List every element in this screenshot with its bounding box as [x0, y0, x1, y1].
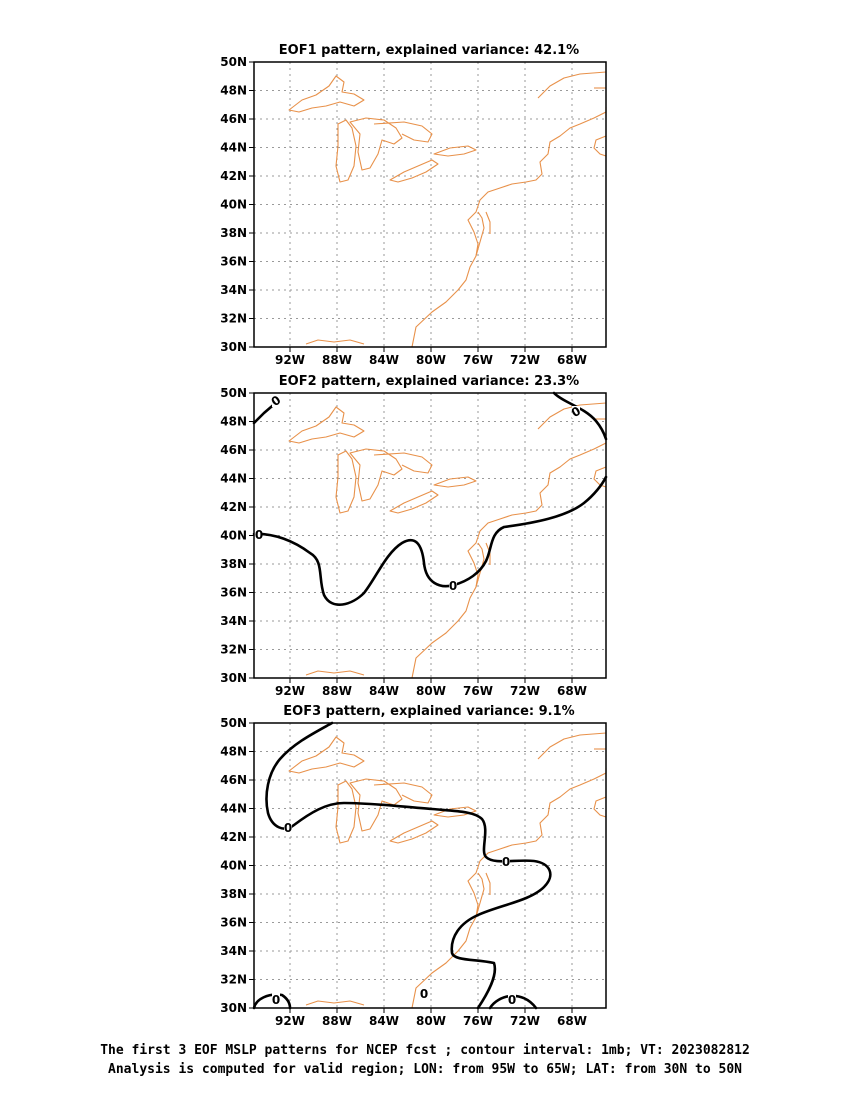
- map-frame: [253, 392, 607, 679]
- lon-label: 76W: [463, 353, 493, 367]
- lat-label: 34N: [220, 283, 247, 297]
- lat-label: 38N: [220, 887, 247, 901]
- lon-label: 72W: [510, 353, 540, 367]
- panel-title: EOF2 pattern, explained variance: 23.3%: [279, 374, 579, 389]
- lat-label: 32N: [220, 973, 247, 987]
- coastline: [288, 71, 607, 348]
- lon-label: 88W: [322, 353, 352, 367]
- coastline: [288, 732, 607, 1009]
- lat-label: 46N: [220, 443, 247, 457]
- lat-label: 42N: [220, 500, 247, 514]
- lon-label: 92W: [275, 353, 305, 367]
- lon-label: 72W: [510, 684, 540, 698]
- lon-label: 76W: [463, 1014, 493, 1028]
- zero-contour: [252, 475, 608, 606]
- lat-label: 32N: [220, 312, 247, 326]
- lon-label: 88W: [322, 684, 352, 698]
- lon-label: 84W: [369, 353, 399, 367]
- panel-title: EOF1 pattern, explained variance: 42.1%: [279, 43, 579, 58]
- lat-label: 48N: [220, 415, 247, 429]
- lat-label: 44N: [220, 472, 247, 486]
- contour-label: 0: [449, 579, 457, 593]
- lat-label: 46N: [220, 773, 247, 787]
- coastline: [288, 402, 607, 679]
- zero-contour: [252, 993, 292, 1010]
- lat-label: 50N: [220, 386, 247, 400]
- lat-label: 36N: [220, 916, 247, 930]
- contour-label: 0: [502, 855, 510, 869]
- zero-contour: [552, 391, 608, 441]
- lat-label: 42N: [220, 830, 247, 844]
- contour-label: 0: [508, 993, 516, 1007]
- lon-label: 88W: [322, 1014, 352, 1028]
- lat-label: 46N: [220, 112, 247, 126]
- lon-label: 68W: [557, 684, 587, 698]
- lat-label: 44N: [220, 802, 247, 816]
- lat-tick-labels: 50N 48N 46N 44N 42N 40N 38N 36N 34N 32N …: [220, 55, 247, 354]
- lat-label: 48N: [220, 745, 247, 759]
- caption-line-1: The first 3 EOF MSLP patterns for NCEP f…: [100, 1043, 750, 1058]
- contour-label: 0: [255, 528, 263, 542]
- lat-label: 40N: [220, 859, 247, 873]
- lon-label: 84W: [369, 684, 399, 698]
- lat-label: 30N: [220, 671, 247, 685]
- lon-label: 76W: [463, 684, 493, 698]
- lat-label: 42N: [220, 169, 247, 183]
- lat-label: 38N: [220, 226, 247, 240]
- lat-label: 40N: [220, 198, 247, 212]
- lon-label: 72W: [510, 1014, 540, 1028]
- lat-label: 40N: [220, 529, 247, 543]
- lon-label: 84W: [369, 1014, 399, 1028]
- panel-eof1: EOF1 pattern, explained variance: 42.1% …: [220, 43, 607, 367]
- contour-label: 0: [284, 821, 292, 835]
- caption-line-2: Analysis is computed for valid region; L…: [108, 1062, 742, 1077]
- lon-tick-labels: 92W 88W 84W 80W 76W 72W 68W: [275, 684, 587, 698]
- lat-label: 34N: [220, 944, 247, 958]
- map-frame: [253, 61, 607, 348]
- lon-tick-labels: 92W 88W 84W 80W 76W 72W 68W: [275, 353, 587, 367]
- lat-label: 50N: [220, 716, 247, 730]
- panel-eof3: EOF3 pattern, explained variance: 9.1% 0…: [220, 704, 607, 1028]
- panel-eof2: EOF2 pattern, explained variance: 23.3% …: [220, 374, 608, 698]
- lat-label: 48N: [220, 84, 247, 98]
- lat-tick-labels: 50N 48N 46N 44N 42N 40N 38N 36N 34N 32N …: [220, 716, 247, 1015]
- zero-contour: [265, 721, 552, 1010]
- lon-label: 92W: [275, 1014, 305, 1028]
- contour-label: 0: [569, 404, 583, 420]
- lat-label: 34N: [220, 614, 247, 628]
- lon-label: 80W: [416, 353, 446, 367]
- lon-label: 68W: [557, 353, 587, 367]
- lon-label: 80W: [416, 684, 446, 698]
- lat-label: 36N: [220, 255, 247, 269]
- lat-tick-labels: 50N 48N 46N 44N 42N 40N 38N 36N 34N 32N …: [220, 386, 247, 685]
- lat-label: 30N: [220, 340, 247, 354]
- contour-label: 0: [272, 993, 280, 1007]
- map-frame: [253, 722, 607, 1009]
- lat-label: 36N: [220, 586, 247, 600]
- panel-title: EOF3 pattern, explained variance: 9.1%: [283, 704, 574, 719]
- lat-label: 38N: [220, 557, 247, 571]
- eof-figure: EOF1 pattern, explained variance: 42.1% …: [220, 43, 608, 1028]
- lon-tick-labels: 92W 88W 84W 80W 76W 72W 68W: [275, 1014, 587, 1028]
- lon-label: 68W: [557, 1014, 587, 1028]
- zero-contours: [252, 391, 608, 606]
- lat-label: 44N: [220, 141, 247, 155]
- lat-label: 50N: [220, 55, 247, 69]
- lon-label: 80W: [416, 1014, 446, 1028]
- contour-label: 0: [420, 987, 428, 1001]
- lon-label: 92W: [275, 684, 305, 698]
- lat-label: 30N: [220, 1001, 247, 1015]
- lat-label: 32N: [220, 643, 247, 657]
